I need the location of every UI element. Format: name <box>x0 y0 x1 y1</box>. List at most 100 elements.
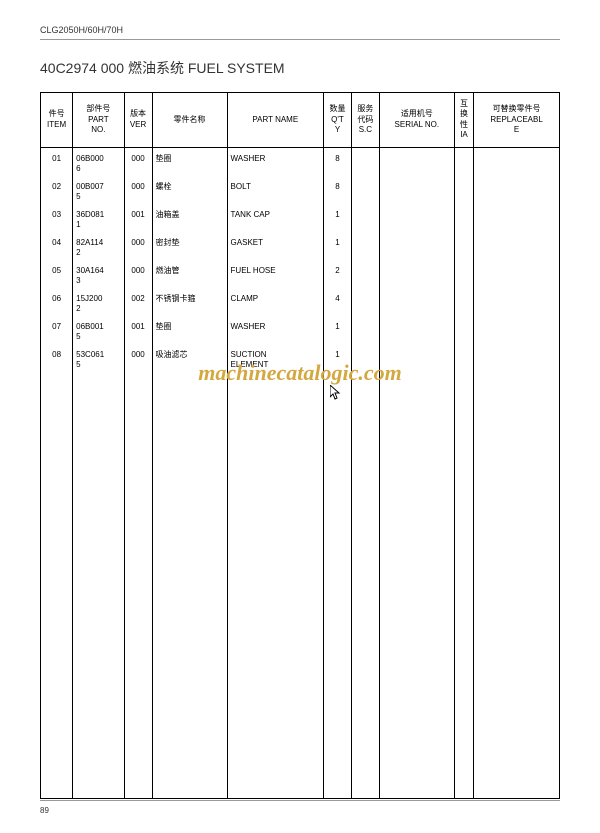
cell-ia-1 <box>458 182 470 210</box>
cell-ver-4: 000 <box>128 266 149 294</box>
cell-replace-0 <box>477 154 556 182</box>
cell-replace-5 <box>477 294 556 322</box>
col-header-ia: 互换性IA <box>454 93 473 148</box>
cell-name_en-1: BOLT <box>231 182 321 210</box>
page-title: 40C2974 000 燃油系统 FUEL SYSTEM <box>40 58 560 78</box>
cell-name_en-5: CLAMP <box>231 294 321 322</box>
cell-name_en-6: WASHER <box>231 322 321 350</box>
cell-name_cn-0: 垫圈 <box>156 154 224 182</box>
cell-item-6: 07 <box>44 322 69 350</box>
col-body-item: 0102030405060708 <box>41 148 72 798</box>
cell-item-4: 05 <box>44 266 69 294</box>
cell-item-5: 06 <box>44 294 69 322</box>
cell-serial-4 <box>383 266 451 294</box>
cell-replace-1 <box>477 182 556 210</box>
cell-qty-0: 8 <box>327 154 348 182</box>
cell-name_en-2: TANK CAP <box>231 210 321 238</box>
cell-qty-7: 1 <box>327 350 348 378</box>
cell-replace-2 <box>477 210 556 238</box>
page-number: 89 <box>40 806 49 815</box>
cell-ia-2 <box>458 210 470 238</box>
col-header-name-en: PART NAME <box>227 93 324 148</box>
col-body-ia <box>455 148 473 798</box>
cell-qty-4: 2 <box>327 266 348 294</box>
cell-serial-5 <box>383 294 451 322</box>
cell-ver-7: 000 <box>128 350 149 378</box>
cell-sc-7 <box>355 350 376 378</box>
cell-name_cn-6: 垫圈 <box>156 322 224 350</box>
cell-serial-2 <box>383 210 451 238</box>
col-body-partno: 06B000600B007536D081182A114230A164315J20… <box>73 148 123 798</box>
cell-replace-4 <box>477 266 556 294</box>
col-body-serial <box>380 148 454 798</box>
cell-sc-1 <box>355 182 376 210</box>
cell-ver-0: 000 <box>128 154 149 182</box>
cell-sc-4 <box>355 266 376 294</box>
cell-sc-0 <box>355 154 376 182</box>
cell-name_cn-5: 不锈钢卡箍 <box>156 294 224 322</box>
col-header-qty: 数量Q'TY <box>324 93 352 148</box>
cell-ia-5 <box>458 294 470 322</box>
col-header-ver: 版本VER <box>124 93 152 148</box>
col-body-name-cn: 垫圈螺栓油箱盖密封垫燃油管不锈钢卡箍垫圈吸油滤芯 <box>153 148 227 798</box>
cell-name_cn-7: 吸油滤芯 <box>156 350 224 378</box>
col-body-ver: 000000001000000002001000 <box>125 148 152 798</box>
cell-partno-6: 06B0015 <box>76 322 120 350</box>
cell-ver-3: 000 <box>128 238 149 266</box>
cell-partno-3: 82A1142 <box>76 238 120 266</box>
col-header-name-cn: 零件名称 <box>152 93 227 148</box>
cell-sc-5 <box>355 294 376 322</box>
cell-replace-3 <box>477 238 556 266</box>
cell-sc-6 <box>355 322 376 350</box>
col-header-sc: 服务代码S.C <box>351 93 379 148</box>
col-body-name-en: WASHERBOLTTANK CAPGASKETFUEL HOSECLAMPWA… <box>228 148 324 798</box>
cell-name_cn-4: 燃油管 <box>156 266 224 294</box>
cell-item-1: 02 <box>44 182 69 210</box>
col-header-serial: 适用机号SERIAL NO. <box>379 93 454 148</box>
cell-name_en-7: SUCTIONELEMENT <box>231 350 321 378</box>
cell-replace-6 <box>477 322 556 350</box>
col-body-replace <box>474 148 559 798</box>
cell-ver-6: 001 <box>128 322 149 350</box>
cell-ia-7 <box>458 350 470 378</box>
cell-name_en-3: GASKET <box>231 238 321 266</box>
footer-divider <box>40 800 560 801</box>
col-body-sc <box>352 148 379 798</box>
cell-ia-6 <box>458 322 470 350</box>
cell-qty-5: 4 <box>327 294 348 322</box>
cell-ia-0 <box>458 154 470 182</box>
cell-sc-2 <box>355 210 376 238</box>
cell-partno-4: 30A1643 <box>76 266 120 294</box>
cell-name_en-4: FUEL HOSE <box>231 266 321 294</box>
cell-serial-0 <box>383 154 451 182</box>
cell-partno-0: 06B0006 <box>76 154 120 182</box>
cell-ver-5: 002 <box>128 294 149 322</box>
cell-ver-1: 000 <box>128 182 149 210</box>
cell-ia-4 <box>458 266 470 294</box>
cell-qty-1: 8 <box>327 182 348 210</box>
col-header-replace: 可替换零件号REPLACEABLE <box>474 93 560 148</box>
header-model: CLG2050H/60H/70H <box>40 25 560 35</box>
cell-qty-3: 1 <box>327 238 348 266</box>
cell-item-0: 01 <box>44 154 69 182</box>
col-body-qty: 88112411 <box>324 148 351 798</box>
cell-sc-3 <box>355 238 376 266</box>
cell-qty-6: 1 <box>327 322 348 350</box>
cell-item-2: 03 <box>44 210 69 238</box>
cell-name_cn-3: 密封垫 <box>156 238 224 266</box>
table-header-row: 件号ITEM 部件号PARTNO. 版本VER 零件名称 PART NAME 数… <box>41 93 560 148</box>
cell-partno-7: 53C0615 <box>76 350 120 378</box>
cell-ver-2: 001 <box>128 210 149 238</box>
cell-name_cn-2: 油箱盖 <box>156 210 224 238</box>
cell-partno-2: 36D0811 <box>76 210 120 238</box>
cell-partno-1: 00B0075 <box>76 182 120 210</box>
table-body: 0102030405060708 06B000600B007536D081182… <box>41 147 560 798</box>
cell-serial-6 <box>383 322 451 350</box>
cell-ia-3 <box>458 238 470 266</box>
cell-serial-1 <box>383 182 451 210</box>
col-header-item: 件号ITEM <box>41 93 73 148</box>
col-header-partno: 部件号PARTNO. <box>73 93 124 148</box>
cell-name_cn-1: 螺栓 <box>156 182 224 210</box>
header-divider <box>40 39 560 40</box>
parts-table: 件号ITEM 部件号PARTNO. 版本VER 零件名称 PART NAME 数… <box>40 92 560 799</box>
